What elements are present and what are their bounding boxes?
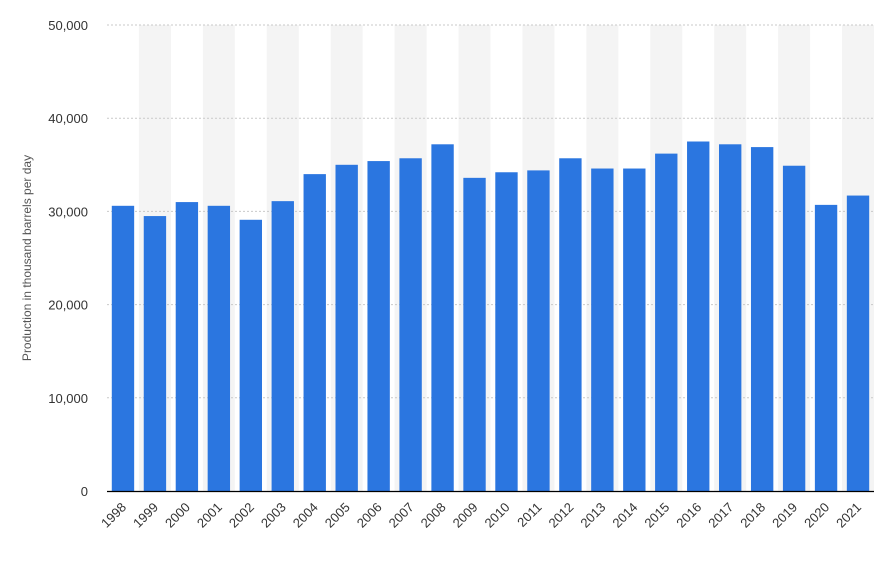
- bar-2014[interactable]: [623, 168, 646, 491]
- x-tick-label: 2001: [194, 500, 225, 531]
- bar-2013[interactable]: [591, 168, 614, 491]
- x-tick-label: 2019: [769, 500, 800, 531]
- x-tick-label: 2020: [801, 500, 832, 531]
- x-tick-label: 2011: [514, 500, 544, 530]
- bar-2006[interactable]: [367, 161, 390, 491]
- x-tick-label: 2009: [450, 500, 481, 531]
- y-tick-label: 30,000: [48, 204, 88, 219]
- bar-2004[interactable]: [303, 174, 326, 491]
- bar-2002[interactable]: [239, 219, 262, 491]
- x-tick-label: 2007: [386, 500, 417, 531]
- x-tick-label: 2004: [290, 500, 321, 531]
- x-tick-label: 2013: [577, 500, 608, 531]
- x-tick-label: 2015: [641, 500, 672, 531]
- x-axis-ticks: 1998 1999 2000 2001 2002 2003 2004 2005 2006 2007…: [98, 500, 864, 531]
- y-tick-label: 10,000: [48, 391, 88, 406]
- bar-2005[interactable]: [335, 164, 358, 492]
- y-axis-title: Production in thousand barrels per day: [20, 155, 34, 361]
- x-tick-label: 2000: [162, 500, 193, 531]
- x-tick-label: 2018: [737, 500, 768, 531]
- y-tick-label: 20,000: [48, 298, 88, 313]
- bar-2009[interactable]: [463, 177, 486, 491]
- x-tick-label: 2012: [545, 500, 576, 531]
- x-tick-label: 1998: [98, 500, 129, 531]
- x-tick-label: 2021: [833, 500, 864, 531]
- bar-2016[interactable]: [687, 141, 710, 492]
- x-tick-label: 2014: [609, 500, 640, 531]
- x-tick-label: 2017: [705, 500, 736, 531]
- y-tick-label: 40,000: [48, 111, 88, 126]
- bars: [111, 141, 870, 492]
- bar-2018[interactable]: [750, 147, 774, 492]
- x-tick-label: 1999: [130, 500, 161, 531]
- bar-2000[interactable]: [175, 202, 199, 491]
- bar-1999[interactable]: [143, 216, 167, 491]
- x-tick-label: 2006: [354, 500, 385, 531]
- x-tick-label: 2008: [418, 500, 449, 531]
- bar-2001[interactable]: [207, 205, 231, 492]
- bar-2015[interactable]: [655, 153, 678, 491]
- x-tick-label: 2005: [322, 500, 353, 531]
- x-tick-label: 2010: [482, 500, 513, 531]
- bar-2011[interactable]: [527, 170, 550, 491]
- bar-2008[interactable]: [431, 144, 454, 491]
- bar-2007[interactable]: [399, 158, 422, 491]
- bar-2012[interactable]: [559, 158, 582, 491]
- y-axis-ticks: 0 10,000 20,000 30,000 40,000 50,000: [48, 18, 88, 499]
- x-tick-label: 2002: [226, 500, 257, 531]
- y-tick-label: 50,000: [48, 18, 88, 33]
- bar-2020[interactable]: [814, 204, 838, 491]
- y-tick-label: 0: [81, 484, 88, 499]
- bar-2003[interactable]: [271, 201, 294, 491]
- bar-1998[interactable]: [111, 205, 135, 492]
- x-tick-label: 2003: [258, 500, 289, 531]
- bar-2017[interactable]: [719, 144, 742, 491]
- x-tick-label: 2016: [673, 500, 704, 531]
- bar-2010[interactable]: [495, 172, 518, 492]
- bar-2019[interactable]: [782, 165, 806, 491]
- bar-2021[interactable]: [846, 195, 870, 491]
